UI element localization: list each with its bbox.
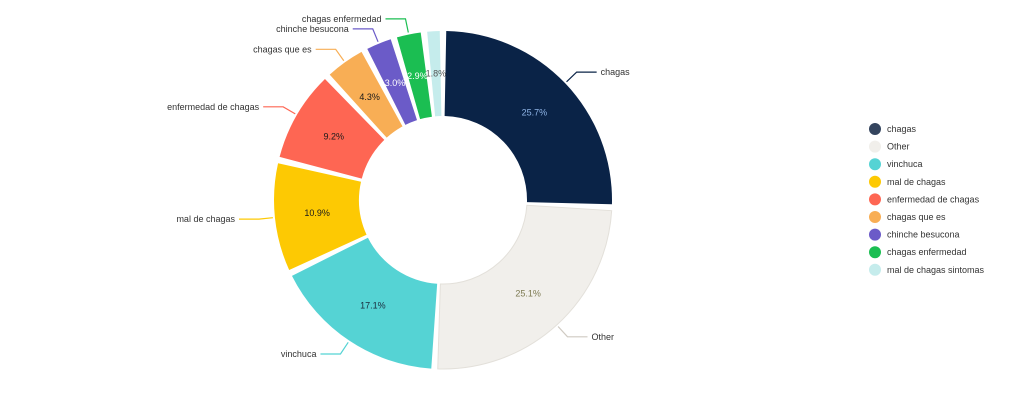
- legend-item-chagas-que-es[interactable]: chagas que es: [869, 211, 946, 223]
- callout-label-enfermedad-de-chagas: enfermedad de chagas: [167, 102, 260, 112]
- slice-chagas[interactable]: [444, 31, 612, 205]
- callout-label-other: Other: [592, 332, 615, 342]
- callout-line-chagas-enfermedad: [385, 18, 409, 33]
- legend-item-vinchuca[interactable]: vinchuca: [869, 158, 923, 171]
- legend-swatch-other: [869, 140, 881, 153]
- legend-swatch-chagas: [869, 123, 881, 135]
- slice-label-vinchuca: 17.1%: [360, 300, 386, 310]
- legend-item-enfermedad-de-chagas[interactable]: enfermedad de chagas: [869, 193, 980, 206]
- callout-line-vinchuca: [320, 341, 349, 355]
- slice-mal-de-chagas[interactable]: [274, 163, 367, 270]
- slice-chinche-besucona[interactable]: [367, 39, 418, 125]
- legend-item-mal-de-chagas-sintomas[interactable]: mal de chagas sintomas: [869, 263, 985, 276]
- callout-line-mal-de-chagas: [238, 217, 273, 220]
- legend-label-other: Other: [887, 142, 910, 152]
- legend-item-chinche-besucona[interactable]: chinche besucona: [869, 228, 960, 241]
- slice-label-enfermedad-de-chagas: 9.2%: [323, 131, 344, 141]
- slice-label-chagas-que-es: 4.3%: [359, 92, 380, 102]
- callout-line-chagas-que-es: [315, 48, 345, 62]
- slice-labels-layer: 25.7% 25.1% 17.1% 10.9% 9.2% 4.3% 3.0%2.9%1.8%: [304, 69, 547, 311]
- callout-label-chagas-que-es: chagas que es: [253, 44, 312, 54]
- legend-swatch-mal-de-chagas-sintomas: [869, 263, 881, 276]
- callout-label-mal-de-chagas: mal de chagas: [176, 214, 235, 224]
- callout-line-enfermedad-de-chagas: [263, 106, 296, 115]
- callout-label-chinche-besucona: chinche besucona: [276, 24, 349, 34]
- legend-item-mal-de-chagas[interactable]: mal de chagas: [869, 175, 946, 188]
- legend-label-chagas: chagas: [887, 124, 917, 134]
- legend-label-enfermedad-de-chagas: enfermedad de chagas: [887, 194, 980, 204]
- legend-label-mal-de-chagas: mal de chagas: [887, 177, 946, 187]
- legend-label-chagas-que-es: chagas que es: [887, 212, 946, 222]
- legend-swatch-mal-de-chagas: [869, 175, 881, 188]
- slice-label-mal-de-chagas: 10.9%: [304, 208, 330, 218]
- legend-label-chinche-besucona: chinche besucona: [887, 230, 960, 240]
- slice-chagas-que-es[interactable]: [329, 51, 403, 138]
- legend-swatch-chagas-enfermedad: [869, 246, 881, 259]
- slices-layer: [274, 31, 613, 370]
- callout-label-vinchuca: vinchuca: [281, 349, 317, 359]
- callout-line-other: [557, 326, 588, 338]
- slice-label-other: 25.1%: [515, 289, 541, 299]
- slice-other[interactable]: [437, 204, 613, 370]
- legend-label-vinchuca: vinchuca: [887, 159, 923, 169]
- callout-label-chagas: chagas: [601, 67, 631, 77]
- legend-label-chagas-enfermedad: chagas enfermedad: [887, 247, 967, 257]
- legend-swatch-enfermedad-de-chagas: [869, 193, 881, 206]
- callout-line-chagas: [566, 71, 597, 83]
- callouts-layer: chagas Other vinchuca mal de chagas enfermed…: [167, 14, 630, 359]
- slice-enfermedad-de-chagas[interactable]: [279, 79, 385, 179]
- legend-swatch-vinchuca: [869, 158, 881, 171]
- slice-chagas-enfermedad[interactable]: [396, 32, 432, 120]
- slice-vinchuca[interactable]: [291, 237, 438, 369]
- slice-label-chinche-besucona: 3.0%: [385, 78, 406, 88]
- legend[interactable]: chagas Other vinchuca mal de chagas enfermed…: [869, 123, 985, 276]
- callout-label-chagas-enfermedad: chagas enfermedad: [302, 14, 382, 24]
- legend-item-other[interactable]: Other: [869, 140, 910, 153]
- slice-label-mal-de-chagas-sintomas: 1.8%: [426, 69, 447, 79]
- legend-swatch-chinche-besucona: [869, 228, 881, 241]
- slice-mal-de-chagas-sintomas[interactable]: [427, 31, 442, 117]
- legend-item-chagas-enfermedad[interactable]: chagas enfermedad: [869, 246, 967, 259]
- callout-line-chinche-besucona: [352, 28, 379, 43]
- legend-label-mal-de-chagas-sintomas: mal de chagas sintomas: [887, 265, 985, 275]
- slice-label-chagas: 25.7%: [522, 108, 548, 118]
- legend-item-chagas[interactable]: chagas: [869, 123, 917, 135]
- slice-label-chagas-enfermedad: 2.9%: [407, 71, 428, 81]
- legend-swatch-chagas-que-es: [869, 211, 881, 223]
